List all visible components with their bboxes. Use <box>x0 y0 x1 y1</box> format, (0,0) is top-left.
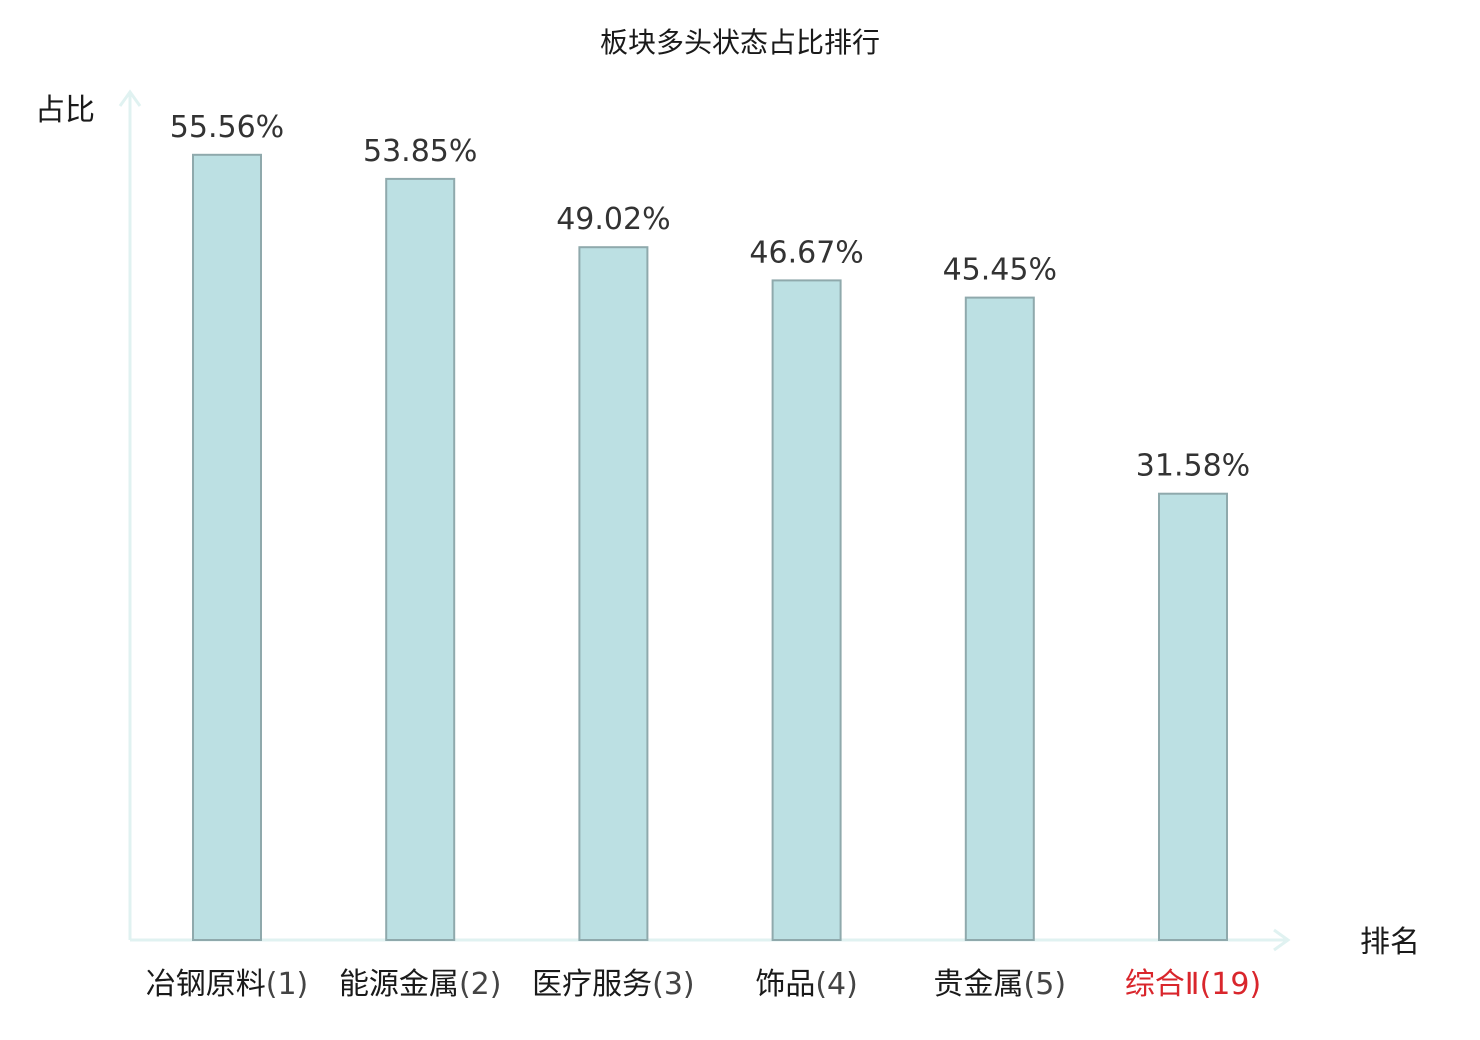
bar-2 <box>385 177 456 941</box>
category-rank-5: (5) <box>1024 967 1067 1002</box>
bar-1 <box>192 153 262 942</box>
category-name-4: 饰品 <box>755 967 815 1002</box>
category-rank-3: (3) <box>652 967 695 1002</box>
category-label-2: 能源金属(2) <box>339 967 502 1002</box>
bar-5 <box>964 296 1035 942</box>
value-label-4: 46.67% <box>749 235 863 270</box>
category-name-2: 能源金属 <box>339 967 459 1002</box>
value-label-6: 31.58% <box>1136 449 1250 484</box>
category-label-4: 饰品(4) <box>755 967 858 1002</box>
category-rank-6: (19) <box>1200 967 1262 1002</box>
category-name-3: 医疗服务 <box>532 967 652 1002</box>
value-label-2: 53.85% <box>363 134 477 169</box>
category-label-3: 医疗服务(3) <box>532 967 695 1002</box>
x-axis-arrow <box>1273 928 1291 952</box>
bar-4 <box>771 279 842 941</box>
category-label-1: 冶钢原料(1) <box>146 967 309 1002</box>
y-axis-label: 占比 <box>35 93 95 128</box>
category-name-6: 综合Ⅱ <box>1125 967 1200 1002</box>
bars-group: 55.56% 冶钢原料(1) 53.85% 能源金属(2) 49.02% 医疗服务(3) 4… <box>146 110 1261 1002</box>
value-label-1: 55.56% <box>170 110 284 145</box>
bar-6 <box>1158 492 1228 941</box>
value-label-5: 45.45% <box>943 253 1057 288</box>
x-axis-label: 排名 <box>1360 925 1420 960</box>
chart-title: 板块多头状态占比排行 <box>600 26 880 59</box>
category-rank-4: (4) <box>815 967 858 1002</box>
bar-3 <box>578 246 649 941</box>
category-rank-2: (2) <box>459 967 502 1002</box>
category-name-5: 贵金属 <box>934 967 1024 1002</box>
y-axis-arrow <box>118 89 142 107</box>
category-rank-1: (1) <box>266 967 309 1002</box>
category-label-5: 贵金属(5) <box>934 967 1067 1002</box>
category-name-1: 冶钢原料 <box>146 967 266 1002</box>
value-label-3: 49.02% <box>556 202 670 237</box>
category-label-6: 综合Ⅱ(19) <box>1125 967 1261 1002</box>
